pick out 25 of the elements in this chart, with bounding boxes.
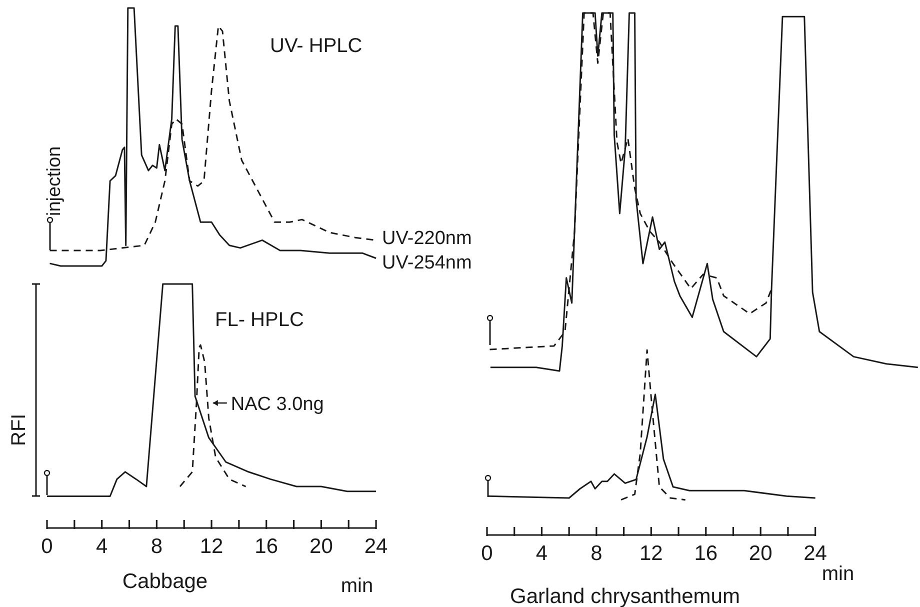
x-tick-label: 0 <box>481 542 493 565</box>
x-tick-label: 8 <box>590 542 602 565</box>
annotation: injection <box>44 146 65 216</box>
y-axis-title: RFI <box>8 414 30 446</box>
x-tick-label: 12 <box>639 542 663 565</box>
x-tick-label: 8 <box>150 535 163 558</box>
series-label: UV-220nm <box>382 228 472 250</box>
x-tick-label: 20 <box>748 542 772 565</box>
x-tick-label: 4 <box>536 542 548 565</box>
x-tick-label: 0 <box>41 535 53 558</box>
x-tick-label: 16 <box>254 535 278 558</box>
x-tick-label: 20 <box>310 535 333 558</box>
text: FL- HPLC <box>215 309 304 331</box>
x-tick-label: 24 <box>364 535 388 558</box>
x-tick-label: 4 <box>96 535 108 558</box>
text: Garland chrysanthemum <box>510 585 740 607</box>
x-tick-label: 12 <box>200 535 224 558</box>
text: UV- HPLC <box>270 35 362 57</box>
x-tick-label: 24 <box>804 542 828 565</box>
x-tick-label: 16 <box>694 542 718 565</box>
x-axis-title: min <box>822 563 854 585</box>
x-axis-title: min <box>340 575 374 597</box>
series-label: UV-254nm <box>382 252 472 274</box>
text: Cabbage <box>122 570 208 593</box>
legend-label: NAC 3.0ng <box>230 394 324 415</box>
